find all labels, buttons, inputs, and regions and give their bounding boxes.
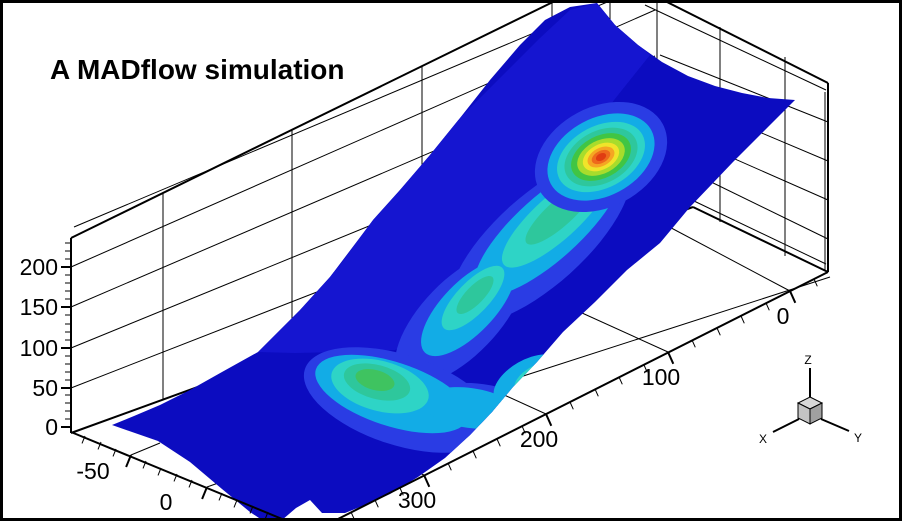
x-axis-minor-tick (618, 376, 623, 385)
x-axis-major-tick (423, 474, 431, 488)
x-axis-major-tick (545, 413, 553, 427)
x-axis-minor-tick (472, 450, 477, 459)
x-axis-minor-tick (496, 438, 501, 447)
right-wall-gridline (644, 4, 827, 91)
z-axis-tick-label: 100 (20, 335, 58, 361)
y-axis-tick-label: 0 (160, 489, 173, 515)
surface-sheet (112, 3, 795, 520)
y-axis-minor-tick (142, 460, 147, 469)
x-axis-tick-label: 200 (520, 426, 558, 452)
tripod-cube (796, 396, 824, 425)
z-axis-tick-label: 0 (45, 414, 58, 440)
x-axis-minor-tick (740, 315, 745, 324)
axis-line (70, 431, 288, 521)
z-axis-tick-label: 200 (20, 254, 58, 280)
y-axis-minor-tick (233, 499, 238, 508)
y-axis-minor-tick (188, 479, 193, 488)
contour-band (528, 371, 552, 389)
x-axis-minor-tick (813, 278, 818, 287)
y-axis-minor-tick (81, 435, 86, 444)
z-axis-tick-label: 50 (32, 375, 58, 401)
tripod-y-label: Y (854, 431, 862, 445)
orientation-tripod: Z X Y (759, 353, 862, 446)
surface-ramp-band (258, 3, 650, 353)
floor-gridline (659, 221, 791, 292)
x-axis-minor-tick (691, 339, 696, 348)
box-edge (662, 0, 829, 84)
z-axis-tick-label: 150 (20, 294, 58, 320)
box-edge (70, 0, 558, 239)
contour-band (355, 369, 395, 391)
axis-line (335, 271, 829, 521)
x-axis-minor-tick (374, 499, 379, 508)
x-axis-tick-label: 300 (398, 487, 436, 513)
x-axis-minor-tick (447, 462, 452, 471)
plot-title: A MADflow simulation (50, 54, 345, 85)
x-axis-minor-tick (716, 327, 721, 336)
contour-band (456, 275, 494, 315)
axis-tick-labels: 0 50 100 150 200 0 100 200 300 -50 0 (20, 254, 790, 515)
left-wall-gridline (73, 0, 613, 228)
x-axis-minor-tick (594, 388, 599, 397)
x-axis-minor-tick (569, 401, 574, 410)
tripod-x-label: X (759, 432, 767, 446)
x-axis-tick-label: 100 (642, 364, 680, 390)
x-axis-minor-tick (399, 487, 404, 496)
y-axis-tick-label: -50 (76, 458, 109, 484)
x-axis-minor-tick (765, 302, 770, 311)
y-axis-minor-tick (173, 473, 178, 482)
floor-gridline (130, 442, 161, 456)
right-wall-gridline (693, 200, 827, 265)
x-axis-minor-tick (521, 425, 526, 434)
right-wall-gridline (659, 54, 829, 123)
x-axis-tick-label: 0 (777, 303, 790, 329)
y-axis-major-tick (125, 454, 132, 468)
axes (61, 238, 829, 521)
x-axis-major-tick (667, 351, 675, 365)
tripod-y-arm (820, 418, 850, 432)
x-axis-minor-tick (643, 364, 648, 373)
tripod-z-label: Z (804, 353, 811, 367)
tripod-x-arm (772, 418, 800, 433)
y-axis-minor-tick (97, 441, 102, 450)
y-axis-minor-tick (218, 492, 223, 501)
peak-contour-ring (595, 152, 607, 162)
y-axis-major-tick (201, 486, 208, 500)
box-edge (692, 206, 829, 273)
y-axis-minor-tick (112, 448, 117, 457)
x-axis-major-tick (789, 290, 797, 304)
y-axis-minor-tick (157, 467, 162, 476)
y-axis-minor-tick (249, 505, 254, 514)
